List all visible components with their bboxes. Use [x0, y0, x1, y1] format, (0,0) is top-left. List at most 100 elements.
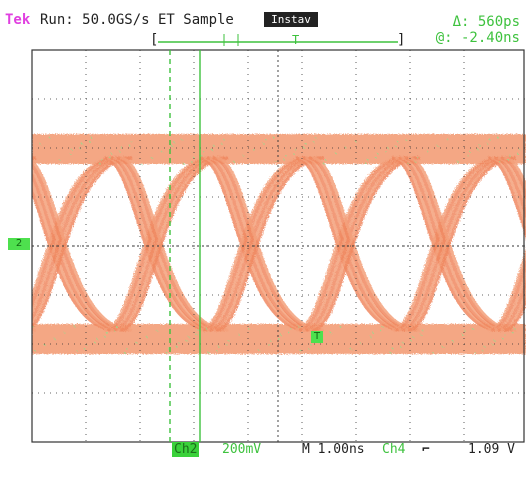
- noise-sample: [452, 340, 454, 342]
- eye-transition-rising: [500, 156, 526, 200]
- noise-sample: [457, 161, 459, 163]
- noise-sample: [273, 137, 275, 139]
- record-view-bar: [ ] T: [150, 32, 405, 48]
- noise-sample: [176, 346, 178, 348]
- noise-sample: [211, 149, 213, 151]
- eye-transition-falling: [308, 156, 417, 332]
- noise-sample: [129, 145, 131, 147]
- noise-sample: [131, 141, 133, 143]
- noise-sample: [504, 334, 506, 336]
- noise-sample: [270, 340, 272, 342]
- cursor-delta-readout: Δ: 560ps: [452, 14, 520, 30]
- noise-sample: [203, 151, 205, 153]
- noise-sample: [49, 137, 51, 139]
- noise-sample: [290, 328, 292, 330]
- eye-transition-falling: [295, 156, 405, 332]
- noise-sample: [116, 326, 118, 328]
- eye-transition-falling: [209, 156, 318, 332]
- noise-sample: [94, 342, 96, 344]
- noise-sample: [91, 137, 93, 139]
- noise-sample: [489, 139, 491, 141]
- noise-sample: [226, 344, 228, 346]
- eye-transition-falling: [305, 156, 414, 332]
- channel-2-label[interactable]: Ch2: [172, 442, 200, 457]
- noise-sample: [124, 352, 126, 354]
- noise-sample: [54, 338, 56, 340]
- eye-transition-falling: [199, 156, 309, 332]
- noise-sample: [492, 344, 494, 346]
- eye-diagram-traces: [32, 134, 526, 354]
- noise-sample: [295, 149, 297, 151]
- noise-sample: [69, 153, 71, 155]
- noise-sample: [345, 147, 347, 149]
- noise-sample: [372, 332, 374, 334]
- noise-sample: [64, 332, 66, 334]
- eye-transition-falling: [298, 156, 408, 332]
- noise-sample: [360, 342, 362, 344]
- noise-sample: [305, 143, 307, 145]
- noise-sample: [472, 328, 474, 330]
- noise-sample: [166, 352, 168, 354]
- trigger-level-readout: 1.09 V: [468, 442, 515, 457]
- noise-sample: [101, 159, 103, 161]
- record-left-bracket: [: [150, 32, 158, 48]
- noise-sample: [278, 338, 280, 340]
- noise-sample: [405, 139, 407, 141]
- noise-sample: [382, 326, 384, 328]
- eye-transition-falling: [215, 156, 325, 332]
- noise-sample: [482, 350, 484, 352]
- noise-sample: [432, 352, 434, 354]
- eye-transition-falling: [202, 156, 312, 332]
- noise-sample: [469, 151, 471, 153]
- noise-sample: [151, 157, 153, 159]
- noise-sample: [280, 334, 282, 336]
- noise-sample: [263, 143, 265, 145]
- trigger-slope-icon: ⌐: [422, 442, 430, 457]
- eye-transition-rising: [503, 156, 526, 191]
- noise-sample: [161, 151, 163, 153]
- noise-sample: [186, 340, 188, 342]
- time-per-div: M 1.00ns: [302, 442, 365, 457]
- noise-sample: [228, 340, 230, 342]
- eye-transition-falling: [103, 156, 213, 332]
- noise-sample: [499, 161, 501, 163]
- noise-sample: [340, 326, 342, 328]
- eye-transition-falling: [401, 156, 510, 332]
- noise-sample: [392, 348, 394, 350]
- eye-transition-falling: [391, 156, 501, 332]
- noise-sample: [99, 163, 101, 165]
- eye-transition-falling: [311, 156, 421, 332]
- noise-sample: [44, 344, 46, 346]
- noise-sample: [410, 340, 412, 342]
- noise-sample: [39, 143, 41, 145]
- eye-transition-falling: [206, 156, 315, 332]
- eye-transition-falling: [106, 156, 216, 332]
- noise-sample: [462, 334, 464, 336]
- eye-transition-falling: [398, 156, 507, 332]
- noise-sample: [308, 348, 310, 350]
- noise-sample: [196, 334, 198, 336]
- noise-sample: [74, 326, 76, 328]
- noise-sample: [178, 342, 180, 344]
- noise-sample: [238, 334, 240, 336]
- trigger-level-marker[interactable]: T: [311, 331, 323, 343]
- noise-sample: [168, 348, 170, 350]
- noise-sample: [390, 352, 392, 354]
- noise-sample: [387, 147, 389, 149]
- eye-transition-falling: [407, 156, 517, 332]
- eye-transition-falling: [32, 156, 120, 310]
- noise-sample: [81, 143, 83, 145]
- noise-sample: [288, 332, 290, 334]
- noise-sample: [96, 338, 98, 340]
- noise-sample: [298, 326, 300, 328]
- noise-sample: [397, 141, 399, 143]
- eye-transition-falling: [32, 156, 117, 302]
- noise-sample: [509, 155, 511, 157]
- channel-2-ground-marker[interactable]: 2: [8, 238, 30, 250]
- noise-sample: [106, 332, 108, 334]
- brand-logo: Tek: [5, 12, 31, 28]
- volts-per-div: 200mV: [222, 442, 262, 457]
- noise-sample: [223, 139, 225, 141]
- noise-sample: [253, 149, 255, 151]
